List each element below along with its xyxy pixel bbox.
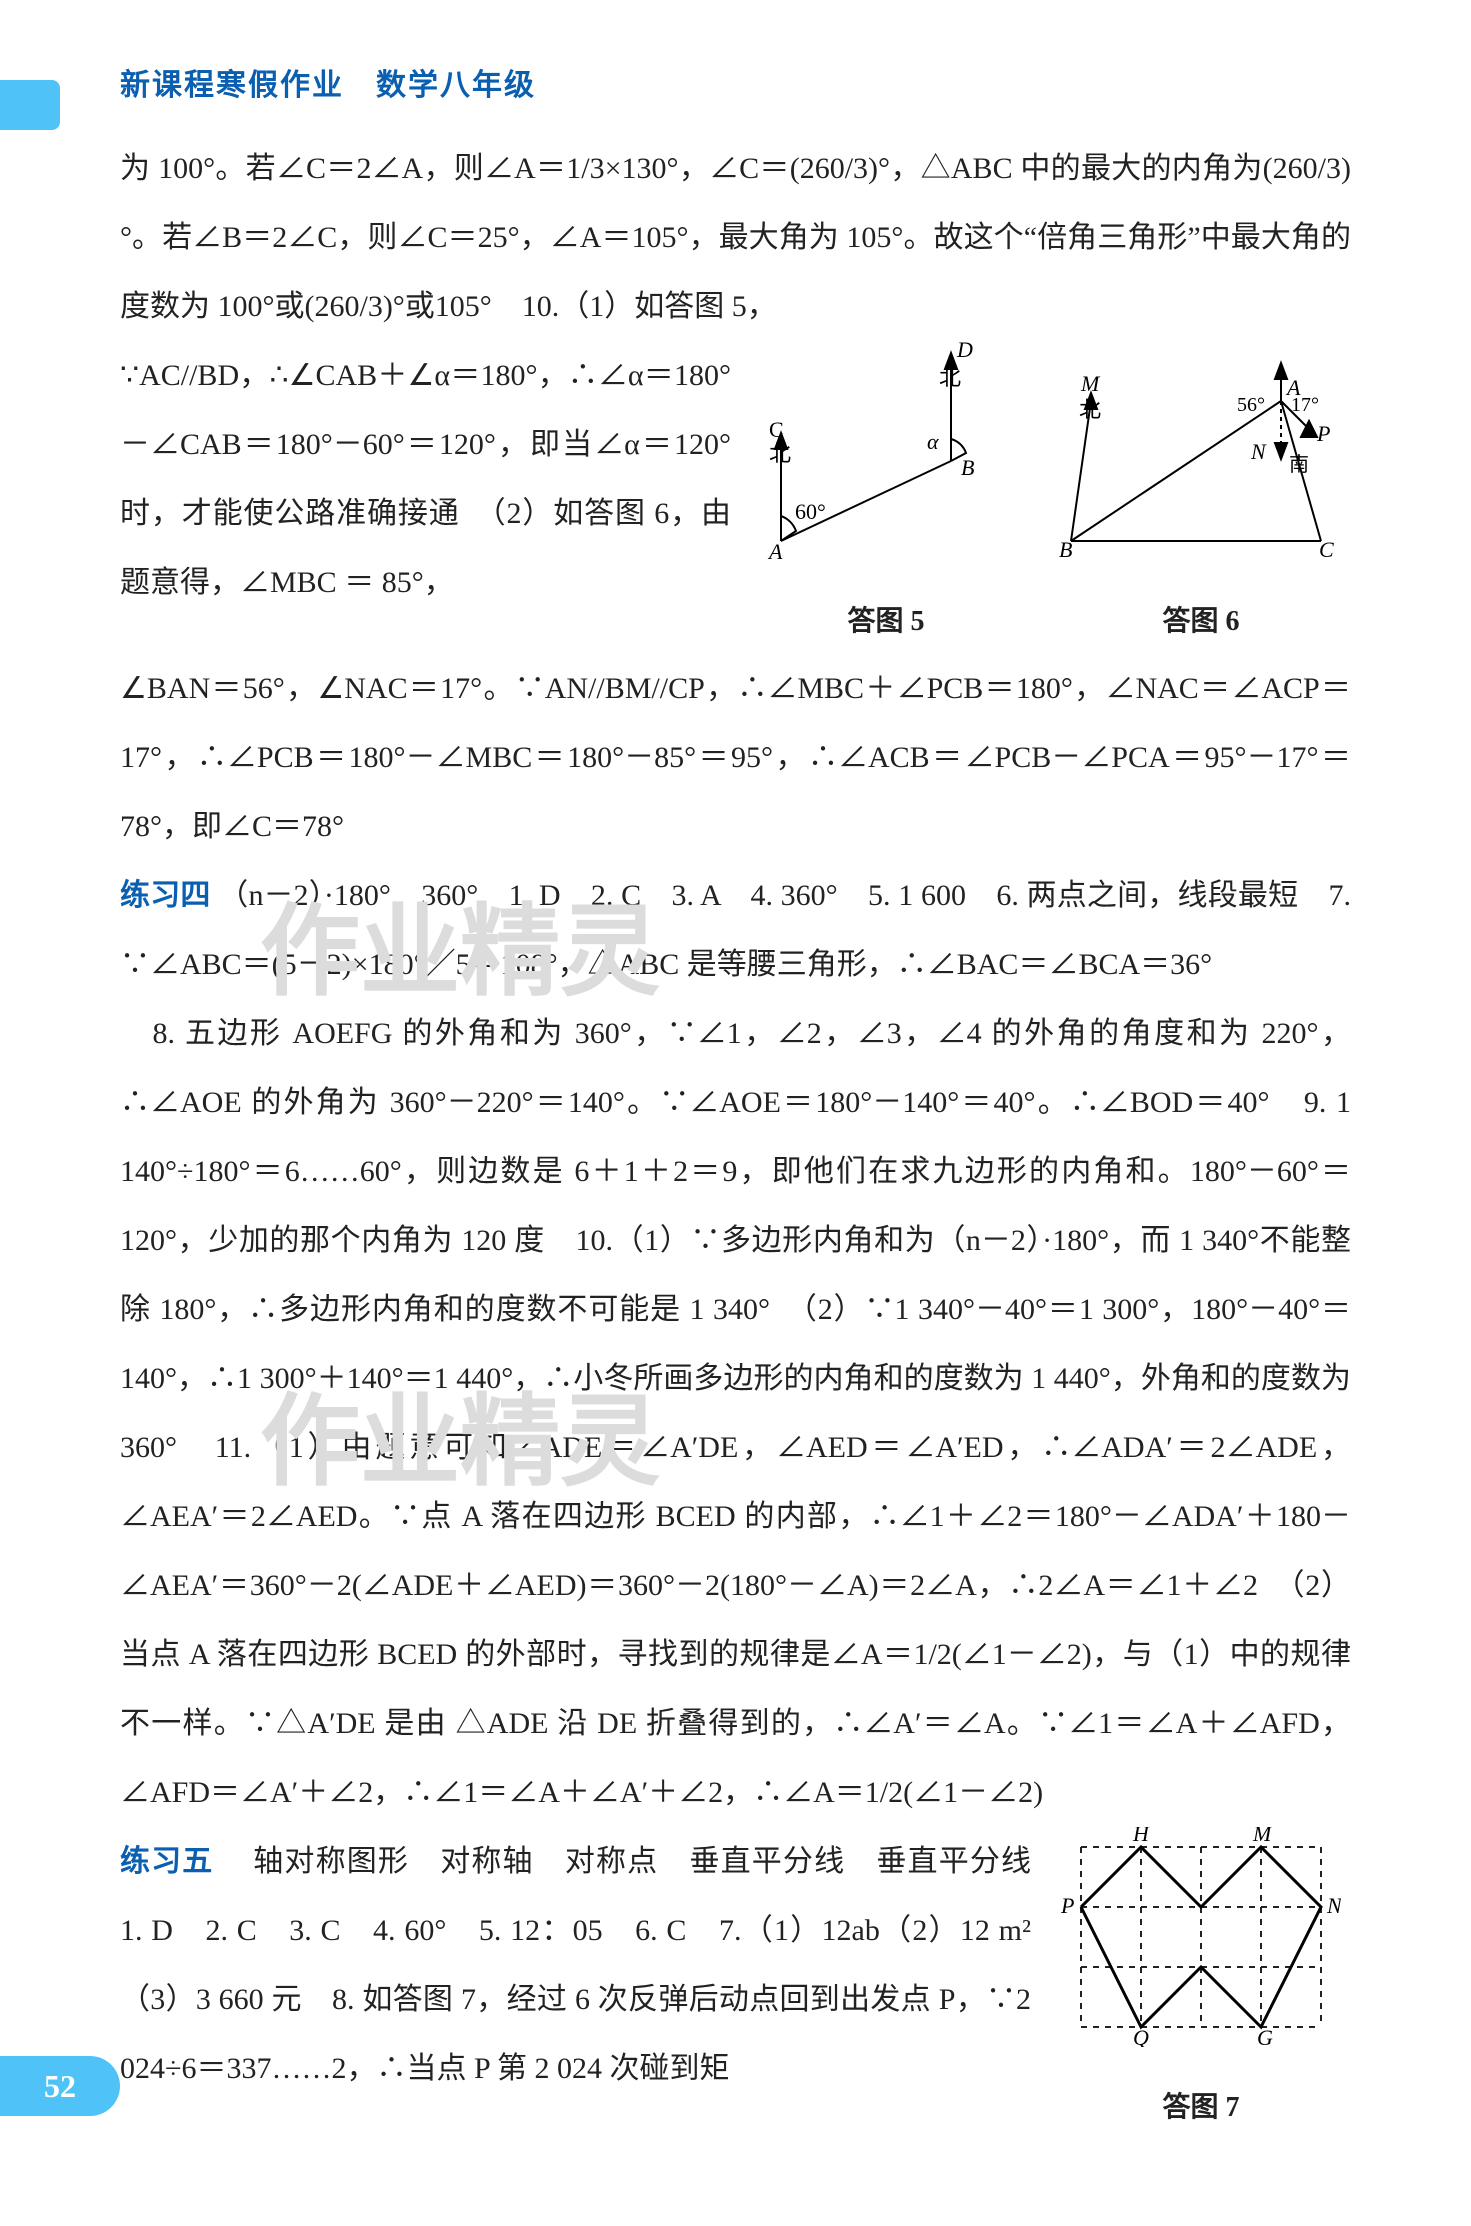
fig6-B: B xyxy=(1059,537,1072,561)
page: 新课程寒假作业 数学八年级 为 100°。若∠C＝2∠A，则∠A＝1/3×130… xyxy=(0,0,1471,2226)
fig5-alpha: α xyxy=(927,429,939,454)
fig5-B: B xyxy=(961,455,974,480)
fig6-north: 北 xyxy=(1079,397,1101,422)
fig6-south: 南 xyxy=(1289,453,1309,476)
figure-5-svg: C 北 A 60° D 北 B α xyxy=(751,341,1021,561)
fig5-C: C xyxy=(769,417,784,442)
paragraph-3: ∠BAN＝56°，∠NAC＝17°。∵AN//BM//CP，∴∠MBC＋∠PCB… xyxy=(120,654,1351,861)
fig6-M: M xyxy=(1080,371,1101,396)
fig6-N: N xyxy=(1250,439,1267,464)
figure-5-label: 答图 5 xyxy=(751,590,1021,654)
fig7-M: M xyxy=(1252,1827,1273,1846)
header-title: 新课程寒假作业 数学八年级 xyxy=(120,60,1351,104)
paragraph-1: 为 100°。若∠C＝2∠A，则∠A＝1/3×130°，∠C＝(260/3)°，… xyxy=(120,134,1351,341)
exercise-4-label: 练习四 xyxy=(120,879,211,912)
fig7-N: N xyxy=(1326,1893,1341,1918)
fig7-H: H xyxy=(1132,1827,1150,1846)
exercise-5-label: 练习五 xyxy=(120,1845,213,1878)
fig6-C: C xyxy=(1319,537,1334,561)
fig5-north1: 北 xyxy=(769,441,791,466)
fig5-60: 60° xyxy=(795,499,826,524)
fig7-G: G xyxy=(1257,2025,1273,2047)
fig7-P: P xyxy=(1061,1893,1074,1918)
fig7-Q: Q xyxy=(1133,2025,1149,2047)
figure-row-5-6: C 北 A 60° D 北 B α 答图 5 xyxy=(751,341,1351,654)
figure-6: B M 北 A C P N 南 56° 17° 答图 6 xyxy=(1051,341,1351,654)
side-tab xyxy=(0,80,60,130)
body-text: 为 100°。若∠C＝2∠A，则∠A＝1/3×130°，∠C＝(260/3)°，… xyxy=(120,134,1351,2141)
fig5-D: D xyxy=(956,341,973,362)
paragraph-6: 轴对称图形 对称轴 对称点 垂直平分线 垂直平分线 1. D 2. C 3. C… xyxy=(120,1845,1061,2085)
fig6-P: P xyxy=(1316,421,1330,446)
figure-7: H M P N Q G 答图 7 xyxy=(1051,1827,1351,2140)
page-number: 52 xyxy=(0,2056,120,2116)
figure-6-label: 答图 6 xyxy=(1051,590,1351,654)
paragraph-5: 8. 五边形 AOEFG 的外角和为 360°，∵∠1，∠2，∠3，∠4 的外角… xyxy=(120,999,1351,1827)
figure-6-svg: B M 北 A C P N 南 56° 17° xyxy=(1051,341,1351,561)
fig5-north2: 北 xyxy=(939,365,961,390)
figure-7-label: 答图 7 xyxy=(1051,2076,1351,2140)
fig6-17: 17° xyxy=(1291,394,1319,416)
fig5-A: A xyxy=(767,539,783,561)
fig6-56: 56° xyxy=(1237,394,1265,416)
figure-7-svg: H M P N Q G xyxy=(1061,1827,1341,2047)
exercise-4: 练习四 （n－2）·180° 360° 1. D 2. C 3. A 4. 36… xyxy=(120,861,1351,999)
paragraph-4: （n－2）·180° 360° 1. D 2. C 3. A 4. 360° 5… xyxy=(120,879,1351,981)
figure-5: C 北 A 60° D 北 B α 答图 5 xyxy=(751,341,1021,654)
